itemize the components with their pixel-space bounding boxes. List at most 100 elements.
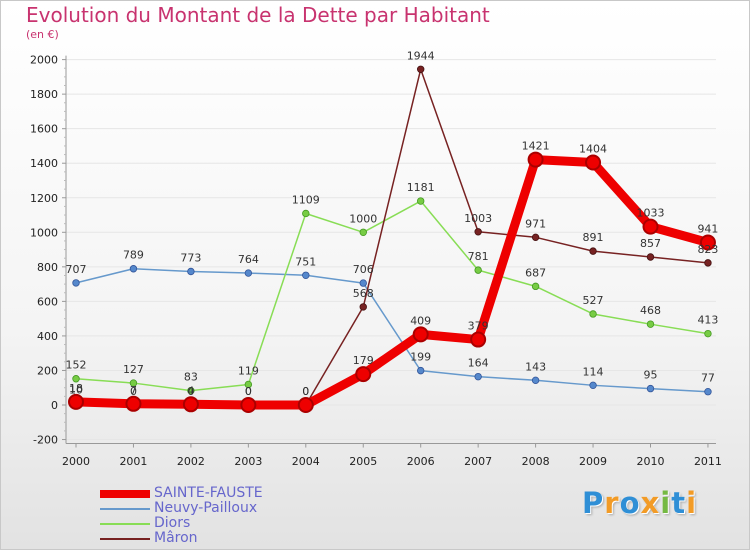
y-tick-label: 600 bbox=[37, 295, 58, 308]
data-point bbox=[129, 379, 138, 387]
legend-swatch bbox=[100, 508, 150, 510]
data-point bbox=[355, 366, 372, 383]
data-label: 95 bbox=[644, 369, 658, 382]
data-point bbox=[585, 154, 602, 171]
logo-letter: t bbox=[671, 486, 687, 520]
x-tick-label: 2000 bbox=[62, 455, 90, 468]
data-point bbox=[125, 395, 142, 412]
data-point bbox=[244, 269, 253, 277]
data-label: 0 bbox=[187, 385, 194, 398]
data-point bbox=[642, 218, 659, 235]
legend-label: Diors bbox=[154, 515, 191, 531]
data-label: 4 bbox=[187, 384, 194, 397]
data-label: 0 bbox=[302, 385, 309, 398]
data-point bbox=[531, 233, 540, 242]
data-point bbox=[474, 228, 482, 236]
data-point bbox=[417, 366, 425, 375]
data-label: 164 bbox=[468, 357, 489, 370]
data-label: 379 bbox=[468, 320, 489, 333]
logo-letter: P bbox=[582, 486, 605, 520]
data-point bbox=[589, 381, 597, 390]
data-label: 0 bbox=[302, 385, 309, 398]
data-label: 77 bbox=[701, 372, 715, 385]
logo-letter: i bbox=[686, 486, 698, 520]
data-point bbox=[182, 396, 199, 413]
data-label: 568 bbox=[353, 287, 374, 300]
x-tick-label: 2006 bbox=[407, 455, 435, 468]
data-point bbox=[72, 375, 80, 383]
data-label: 114 bbox=[583, 365, 604, 378]
data-point bbox=[129, 265, 138, 273]
data-point bbox=[699, 234, 716, 251]
legend-label: SAINTE-FAUSTE bbox=[154, 485, 263, 501]
data-point bbox=[68, 393, 84, 410]
y-tick-label: 1200 bbox=[30, 192, 58, 205]
data-label: 706 bbox=[353, 263, 374, 276]
data-point bbox=[704, 259, 712, 267]
data-label: 857 bbox=[640, 237, 661, 250]
logo-letter: x bbox=[640, 486, 661, 520]
data-label: 119 bbox=[238, 364, 259, 377]
data-label: 83 bbox=[184, 371, 198, 384]
data-point bbox=[187, 386, 195, 395]
data-label: 7 bbox=[130, 384, 137, 397]
data-label: 1109 bbox=[292, 193, 320, 206]
data-label: 127 bbox=[123, 363, 144, 376]
data-point bbox=[589, 247, 597, 255]
data-label: 751 bbox=[295, 255, 316, 268]
data-point bbox=[244, 380, 253, 389]
x-tick-label: 2003 bbox=[234, 455, 262, 468]
y-tick-label: 200 bbox=[37, 364, 58, 377]
x-tick-label: 2001 bbox=[119, 455, 147, 468]
data-label: 143 bbox=[525, 360, 546, 373]
y-tick-label: 1000 bbox=[30, 226, 58, 239]
series-line-sainte-fauste bbox=[71, 155, 713, 410]
legend-swatch bbox=[100, 490, 150, 498]
x-tick-label: 2007 bbox=[464, 455, 492, 468]
data-point bbox=[297, 397, 314, 413]
data-point bbox=[646, 320, 655, 328]
data-point bbox=[359, 279, 367, 287]
legend-label: Neuvy-Pailloux bbox=[154, 500, 258, 516]
data-label: 773 bbox=[180, 252, 201, 265]
data-label: 152 bbox=[66, 359, 87, 372]
legend-swatch bbox=[100, 538, 150, 540]
data-point bbox=[187, 267, 195, 276]
data-point bbox=[531, 282, 540, 291]
y-tick-label: 1400 bbox=[30, 157, 58, 170]
data-label: 527 bbox=[583, 294, 604, 307]
data-label: 0 bbox=[245, 385, 252, 398]
data-label: 409 bbox=[410, 314, 431, 327]
x-tick-label: 2009 bbox=[579, 455, 607, 468]
y-tick-label: 400 bbox=[37, 330, 58, 343]
data-point bbox=[704, 388, 712, 396]
data-label: 941 bbox=[697, 222, 718, 235]
data-label: 891 bbox=[583, 231, 604, 244]
data-label: 1421 bbox=[522, 140, 550, 153]
series-line-neuvy-pailloux bbox=[75, 267, 709, 393]
data-point bbox=[474, 372, 482, 381]
data-label: 1003 bbox=[464, 212, 492, 225]
legend-swatch bbox=[100, 523, 150, 525]
x-tick-label: 2011 bbox=[694, 455, 722, 468]
data-label: 0 bbox=[130, 385, 137, 398]
x-tick-label: 2004 bbox=[292, 455, 320, 468]
data-point bbox=[646, 253, 655, 261]
data-label: 1033 bbox=[637, 207, 665, 220]
data-label: 707 bbox=[66, 263, 87, 276]
data-label: 10 bbox=[69, 383, 83, 396]
data-label: 1181 bbox=[407, 181, 435, 194]
data-point bbox=[646, 384, 655, 393]
data-label: 179 bbox=[353, 354, 374, 367]
logo-letter: r bbox=[604, 486, 620, 520]
data-point bbox=[240, 397, 257, 413]
data-label: 1404 bbox=[579, 143, 607, 156]
y-tick-label: -200 bbox=[33, 434, 58, 447]
data-point bbox=[704, 329, 712, 338]
data-point bbox=[417, 197, 425, 205]
y-tick-label: 800 bbox=[37, 261, 58, 274]
data-point bbox=[359, 228, 367, 236]
data-point bbox=[474, 266, 482, 274]
